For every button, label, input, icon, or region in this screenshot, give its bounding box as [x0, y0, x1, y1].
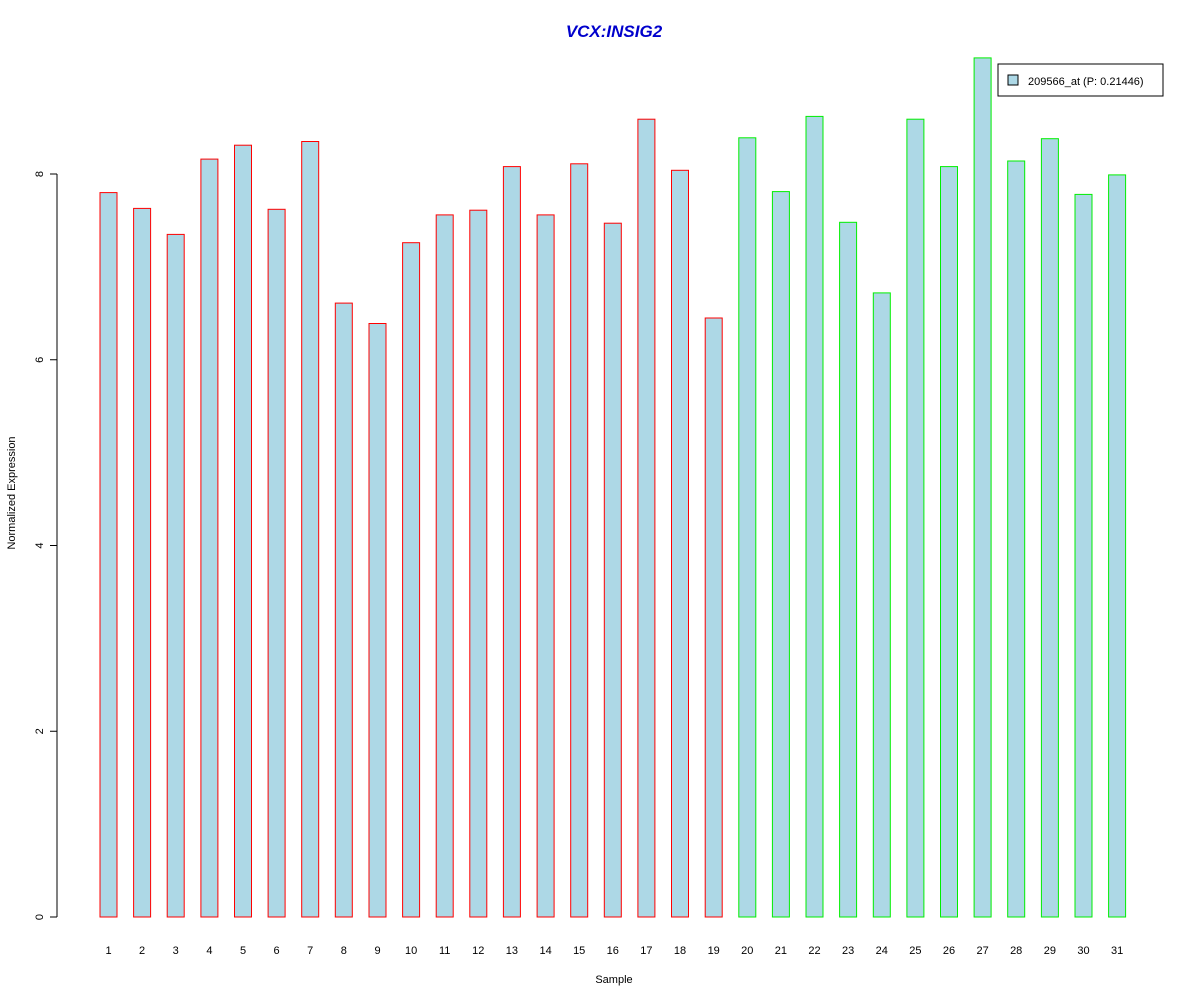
- bar-sample-24: [872, 292, 891, 918]
- bar-sample-7: [301, 141, 320, 918]
- x-tick-label: 28: [1010, 945, 1022, 957]
- x-tick-label: 11: [439, 945, 450, 957]
- bar-sample-27: [973, 57, 992, 918]
- bar-sample-3: [166, 233, 185, 918]
- y-axis-label: Normalized Expression: [6, 436, 18, 549]
- x-tick-label: 18: [674, 945, 686, 957]
- bar-sample-15: [570, 163, 589, 918]
- bar-sample-13: [502, 166, 521, 918]
- y-tick-label: 8: [34, 171, 46, 177]
- bars-group: [99, 57, 1127, 918]
- x-tick-label: 3: [173, 945, 179, 957]
- x-tick-label: 25: [909, 945, 921, 957]
- x-tick-label: 10: [405, 945, 417, 957]
- x-tick-label: 5: [240, 945, 246, 957]
- x-tick-label: 2: [139, 945, 145, 957]
- bar-sample-26: [940, 166, 958, 918]
- bar-sample-16: [603, 222, 622, 918]
- bar-sample-18: [671, 169, 689, 918]
- x-tick-label: 23: [842, 945, 854, 957]
- bar-sample-25: [906, 118, 925, 918]
- bar-sample-31: [1108, 174, 1127, 918]
- x-tick-label: 13: [506, 945, 518, 957]
- x-tick-label: 12: [472, 945, 484, 957]
- x-tick-label: 9: [374, 945, 380, 957]
- bar-sample-4: [200, 158, 219, 918]
- legend-swatch: [1007, 74, 1019, 86]
- bar-sample-17: [637, 118, 656, 918]
- y-axis: 0 2 4 6 8: [34, 171, 58, 920]
- y-tick-label: 6: [34, 357, 46, 363]
- legend-box: [997, 63, 1164, 97]
- x-axis-label: Sample: [595, 974, 632, 986]
- bar-sample-5: [234, 144, 252, 918]
- x-tick-label: 21: [775, 945, 787, 957]
- x-tick-label: 29: [1044, 945, 1056, 957]
- y-tick-label: 0: [34, 914, 46, 920]
- x-tick-label: 27: [976, 945, 988, 957]
- x-tick-label: 30: [1077, 945, 1089, 957]
- bar-sample-12: [469, 209, 488, 918]
- legend-label: 209566_at (P: 0.21446): [1028, 76, 1144, 88]
- x-tick-label: 6: [274, 945, 280, 957]
- x-tick-label: 31: [1111, 945, 1123, 957]
- x-tick-label: 4: [206, 945, 212, 957]
- y-tick-label: 2: [34, 728, 46, 734]
- x-tick-label: 17: [640, 945, 652, 957]
- bar-sample-14: [536, 214, 555, 918]
- bar-sample-30: [1074, 193, 1093, 918]
- bar-sample-21: [771, 191, 790, 918]
- bar-sample-20: [738, 137, 757, 918]
- chart-title: VCX:INSIG2: [566, 22, 663, 41]
- x-tick-label: 7: [307, 945, 313, 957]
- bar-sample-8: [334, 302, 353, 918]
- bar-sample-19: [704, 317, 723, 918]
- x-tick-label: 22: [808, 945, 820, 957]
- bar-sample-10: [402, 242, 421, 918]
- legend: 209566_at (P: 0.21446): [997, 63, 1164, 97]
- x-tick-label: 26: [943, 945, 955, 957]
- bar-sample-22: [805, 115, 824, 918]
- bar-sample-6: [267, 208, 286, 918]
- bar-sample-9: [368, 323, 387, 918]
- bar-sample-2: [133, 207, 152, 918]
- x-tick-label: 14: [539, 945, 551, 957]
- y-tick-label: 4: [34, 542, 46, 548]
- bar-sample-1: [99, 192, 118, 918]
- x-tick-label: 16: [607, 945, 619, 957]
- x-tick-label: 1: [105, 945, 111, 957]
- x-tick-label: 19: [708, 945, 720, 957]
- x-tick-label: 8: [341, 945, 347, 957]
- x-tick-labels: 1 2 3 4 5 6 7 8 9 10 11 12 13 14 15 16 17 18 19 20 21 22 23 24 2…: [105, 945, 1123, 957]
- bar-sample-23: [839, 221, 858, 918]
- bar-sample-29: [1040, 138, 1059, 918]
- bar-sample-11: [435, 214, 454, 918]
- x-tick-label: 24: [876, 945, 888, 957]
- bar-sample-28: [1007, 160, 1026, 918]
- x-tick-label: 20: [741, 945, 753, 957]
- x-tick-label: 15: [573, 945, 585, 957]
